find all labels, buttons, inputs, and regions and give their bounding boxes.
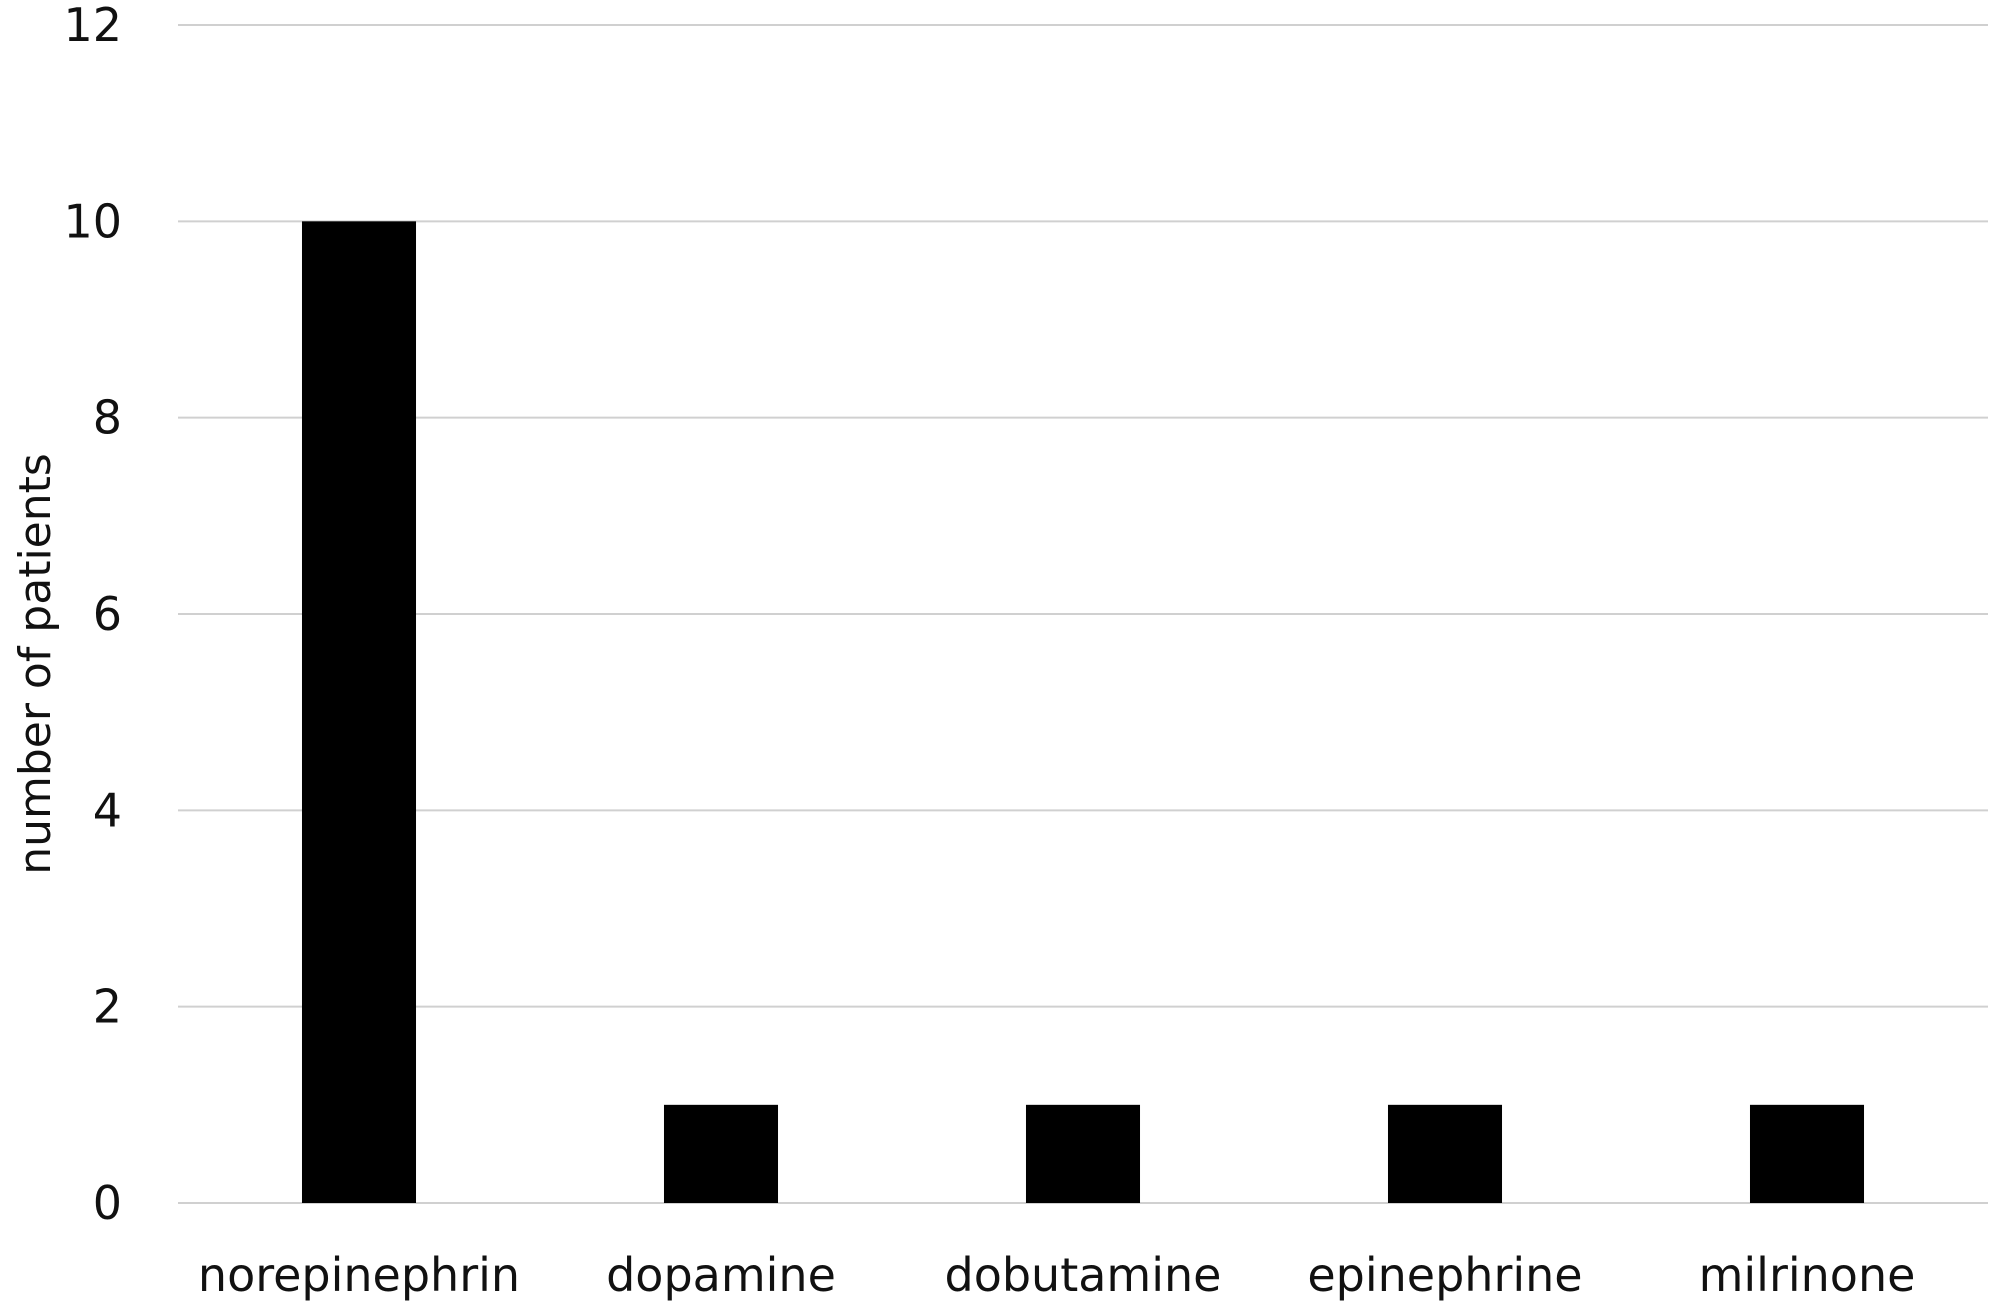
category-label: dobutamine (945, 1248, 1222, 1302)
bar-dobutamine (1025, 1104, 1141, 1203)
y-tick-label: 12 (63, 0, 122, 52)
y-tick-label: 6 (93, 587, 122, 641)
category-label: milrinone (1699, 1248, 1916, 1302)
category-label: epinephrine (1307, 1248, 1582, 1302)
y-tick-label: 0 (93, 1176, 122, 1230)
y-axis-title: number of patients (10, 453, 61, 875)
y-tick-labels: 0 2 4 6 8 10 12 (63, 0, 122, 1230)
category-label: dopamine (606, 1248, 836, 1302)
category-labels: norepinephrin dopamine dobutamine epinephri… (198, 1248, 1915, 1302)
y-tick-label: 8 (93, 391, 122, 445)
bars (301, 221, 1865, 1204)
y-tick-label: 10 (63, 194, 122, 248)
gridlines (178, 24, 1988, 1204)
y-tick-label: 2 (93, 980, 122, 1034)
bar-epinephrine (1387, 1104, 1503, 1203)
bar-milrinone (1749, 1104, 1865, 1203)
y-tick-label: 4 (93, 783, 122, 837)
bar-dopamine (663, 1104, 779, 1203)
category-label: norepinephrin (198, 1248, 520, 1302)
bar-norepinephrin (301, 221, 417, 1204)
